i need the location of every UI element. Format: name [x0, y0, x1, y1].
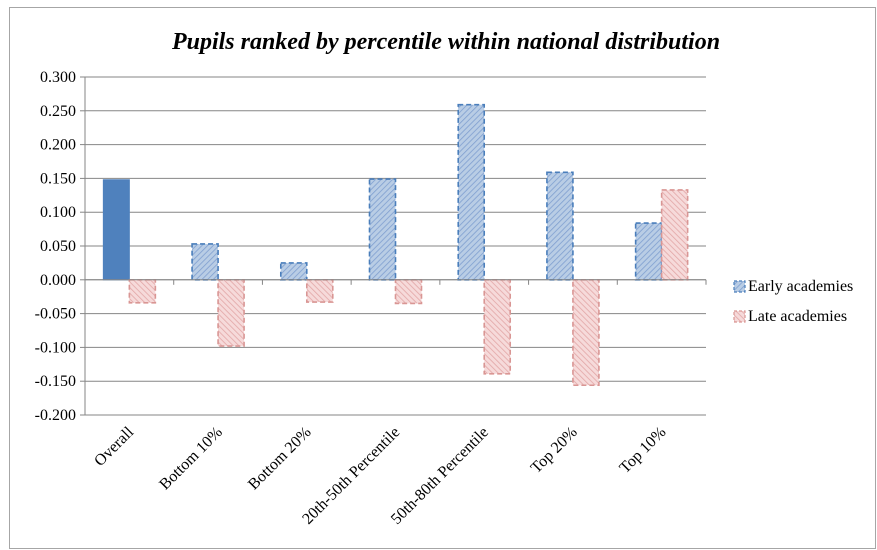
x-tick-label: Top 10% — [616, 424, 669, 477]
bar-late-academies — [572, 278, 600, 387]
x-tick-label: Bottom 10% — [156, 424, 226, 494]
x-tick-label: Overall — [91, 423, 137, 469]
bar-early-academies — [368, 178, 397, 281]
legend: Early academies Late academies — [733, 278, 853, 325]
legend-swatch — [733, 280, 746, 293]
bar-late-academies — [483, 278, 512, 375]
bar-late-academies — [660, 189, 689, 281]
y-tick-label: -0.200 — [35, 407, 76, 424]
y-tick-label: 0.100 — [40, 204, 76, 221]
legend-label: Late academies — [748, 308, 847, 325]
x-tick-label: Bottom 20% — [245, 424, 315, 494]
bar-early-academies — [279, 262, 308, 281]
y-tick-label: 0.250 — [40, 103, 76, 120]
y-tick-label: 0.050 — [40, 238, 76, 255]
bar-early-academies — [102, 179, 130, 281]
x-tick-label: Top 20% — [528, 424, 581, 477]
bar-late-academies — [305, 278, 334, 303]
legend-swatch — [733, 310, 746, 323]
chart-title: Pupils ranked by percentile within natio… — [171, 29, 720, 55]
y-tick-label: -0.150 — [35, 373, 76, 390]
chart-frame — [9, 7, 876, 549]
y-axis-ticks: 0.300 0.250 0.200 0.150 0.100 0.050 0.000 -0.05… — [35, 69, 76, 424]
y-tick-label: 0.000 — [40, 272, 76, 289]
axes — [84, 77, 707, 415]
x-tick-label: 20th-50th Percentile — [299, 424, 403, 528]
bar-early-academies — [546, 171, 574, 281]
bar-early-academies — [457, 103, 486, 281]
legend-label: Early academies — [748, 278, 853, 295]
y-tick-label: 0.300 — [40, 69, 76, 86]
x-axis-ticks: Overall Bottom 10% Bottom 20%20th-50th Per… — [91, 423, 669, 527]
bar-late-academies — [128, 278, 157, 304]
y-tick-label: 0.150 — [40, 170, 76, 187]
bar-early-academies — [634, 222, 663, 281]
bars — [102, 103, 689, 387]
y-tick-label: -0.050 — [35, 306, 76, 323]
y-tick-label: 0.200 — [40, 137, 76, 154]
y-tick-label: -0.100 — [35, 339, 76, 356]
bar-early-academies — [191, 243, 219, 281]
bar-late-academies — [217, 278, 245, 347]
x-tick-label: 50th-80th Percentile — [388, 424, 492, 528]
bar-late-academies — [394, 278, 423, 305]
